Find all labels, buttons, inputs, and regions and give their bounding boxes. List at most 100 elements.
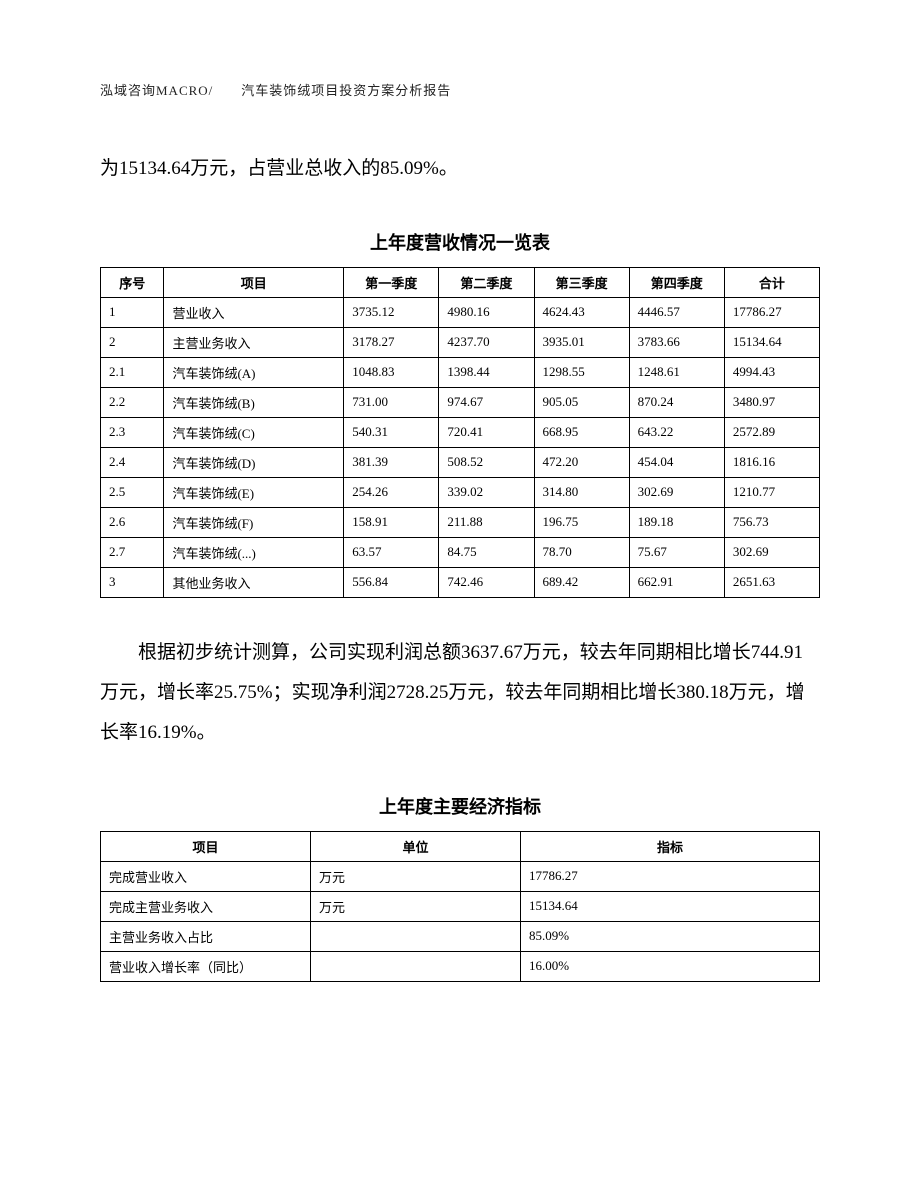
table-cell: 完成主营业务收入: [101, 891, 311, 921]
table-cell: 196.75: [534, 507, 629, 537]
table-cell: 汽车装饰绒(E): [164, 477, 344, 507]
table-cell: 17786.27: [724, 297, 819, 327]
table-row: 2.3汽车装饰绒(C)540.31720.41668.95643.222572.…: [101, 417, 820, 447]
table-cell: 63.57: [344, 537, 439, 567]
table-cell: 870.24: [629, 387, 724, 417]
table-row: 完成主营业务收入万元15134.64: [101, 891, 820, 921]
table-cell: 472.20: [534, 447, 629, 477]
table-cell: 1048.83: [344, 357, 439, 387]
table-row: 完成营业收入万元17786.27: [101, 861, 820, 891]
table-cell: 1248.61: [629, 357, 724, 387]
th-unit: 单位: [311, 831, 521, 861]
table-cell: 15134.64: [521, 891, 820, 921]
table-row: 营业收入增长率（同比） 16.00%: [101, 951, 820, 981]
table-cell: 3735.12: [344, 297, 439, 327]
table-cell: 4994.43: [724, 357, 819, 387]
table-cell: 1398.44: [439, 357, 534, 387]
th-q3: 第三季度: [534, 267, 629, 297]
table-cell: 84.75: [439, 537, 534, 567]
table-cell: 16.00%: [521, 951, 820, 981]
table-cell: 营业收入: [164, 297, 344, 327]
table-row: 2.1汽车装饰绒(A)1048.831398.441298.551248.614…: [101, 357, 820, 387]
table-cell: 2.5: [101, 477, 164, 507]
table-cell: 302.69: [724, 537, 819, 567]
table-cell: 营业收入增长率（同比）: [101, 951, 311, 981]
table-row: 主营业务收入占比85.09%: [101, 921, 820, 951]
table-row: 2.6汽车装饰绒(F)158.91211.88196.75189.18756.7…: [101, 507, 820, 537]
table-cell: [311, 921, 521, 951]
table-row: 2主营业务收入3178.274237.703935.013783.6615134…: [101, 327, 820, 357]
table-cell: 254.26: [344, 477, 439, 507]
table-cell: 158.91: [344, 507, 439, 537]
table1-title: 上年度营收情况一览表: [100, 229, 820, 255]
table-cell: 189.18: [629, 507, 724, 537]
table-cell: 689.42: [534, 567, 629, 597]
table-cell: 4980.16: [439, 297, 534, 327]
table-cell: 汽车装饰绒(A): [164, 357, 344, 387]
table-cell: 731.00: [344, 387, 439, 417]
table-cell: 汽车装饰绒(C): [164, 417, 344, 447]
table-cell: 78.70: [534, 537, 629, 567]
table-cell: 75.67: [629, 537, 724, 567]
table-cell: 508.52: [439, 447, 534, 477]
table-cell: 其他业务收入: [164, 567, 344, 597]
table-cell: 汽车装饰绒(F): [164, 507, 344, 537]
th-metric: 指标: [521, 831, 820, 861]
table-cell: 2572.89: [724, 417, 819, 447]
table-cell: 3480.97: [724, 387, 819, 417]
table-cell: 974.67: [439, 387, 534, 417]
paragraph-2: 根据初步统计测算，公司实现利润总额3637.67万元，较去年同期相比增长744.…: [100, 633, 820, 753]
table-cell: 4446.57: [629, 297, 724, 327]
th-q2: 第二季度: [439, 267, 534, 297]
table-row: 2.4汽车装饰绒(D)381.39508.52472.20454.041816.…: [101, 447, 820, 477]
table-cell: 668.95: [534, 417, 629, 447]
table-row: 1营业收入3735.124980.164624.434446.5717786.2…: [101, 297, 820, 327]
table-cell: 756.73: [724, 507, 819, 537]
table-cell: 1: [101, 297, 164, 327]
table-cell: 2.1: [101, 357, 164, 387]
th-item: 项目: [164, 267, 344, 297]
table-cell: 314.80: [534, 477, 629, 507]
table-cell: 339.02: [439, 477, 534, 507]
table2-title: 上年度主要经济指标: [100, 793, 820, 819]
table-cell: 1816.16: [724, 447, 819, 477]
table-cell: 2.7: [101, 537, 164, 567]
table-cell: 662.91: [629, 567, 724, 597]
table-cell: 381.39: [344, 447, 439, 477]
table-cell: 2: [101, 327, 164, 357]
table-cell: 汽车装饰绒(D): [164, 447, 344, 477]
table-cell: [311, 951, 521, 981]
table-cell: 540.31: [344, 417, 439, 447]
th-q1: 第一季度: [344, 267, 439, 297]
table-cell: 主营业务收入: [164, 327, 344, 357]
table-row: 2.7汽车装饰绒(...)63.5784.7578.7075.67302.69: [101, 537, 820, 567]
table-cell: 556.84: [344, 567, 439, 597]
table-cell: 3: [101, 567, 164, 597]
table-cell: 2.2: [101, 387, 164, 417]
table-cell: 742.46: [439, 567, 534, 597]
paragraph-1: 为15134.64万元，占营业总收入的85.09%。: [100, 149, 820, 189]
table1-header-row: 序号 项目 第一季度 第二季度 第三季度 第四季度 合计: [101, 267, 820, 297]
table-row: 3其他业务收入556.84742.46689.42662.912651.63: [101, 567, 820, 597]
table-cell: 2.4: [101, 447, 164, 477]
table-cell: 万元: [311, 861, 521, 891]
th-seq: 序号: [101, 267, 164, 297]
table-cell: 302.69: [629, 477, 724, 507]
table-cell: 211.88: [439, 507, 534, 537]
table-cell: 905.05: [534, 387, 629, 417]
table-cell: 85.09%: [521, 921, 820, 951]
table-cell: 3783.66: [629, 327, 724, 357]
table-cell: 2651.63: [724, 567, 819, 597]
page-header: 泓域咨询MACRO/ 汽车装饰绒项目投资方案分析报告: [100, 80, 820, 99]
table-cell: 454.04: [629, 447, 724, 477]
table-cell: 2.6: [101, 507, 164, 537]
table2-header-row: 项目 单位 指标: [101, 831, 820, 861]
table-cell: 17786.27: [521, 861, 820, 891]
table-cell: 汽车装饰绒(B): [164, 387, 344, 417]
table-cell: 1210.77: [724, 477, 819, 507]
table-cell: 1298.55: [534, 357, 629, 387]
table-cell: 汽车装饰绒(...): [164, 537, 344, 567]
table-cell: 2.3: [101, 417, 164, 447]
table-row: 2.2汽车装饰绒(B)731.00974.67905.05870.243480.…: [101, 387, 820, 417]
table-cell: 4624.43: [534, 297, 629, 327]
